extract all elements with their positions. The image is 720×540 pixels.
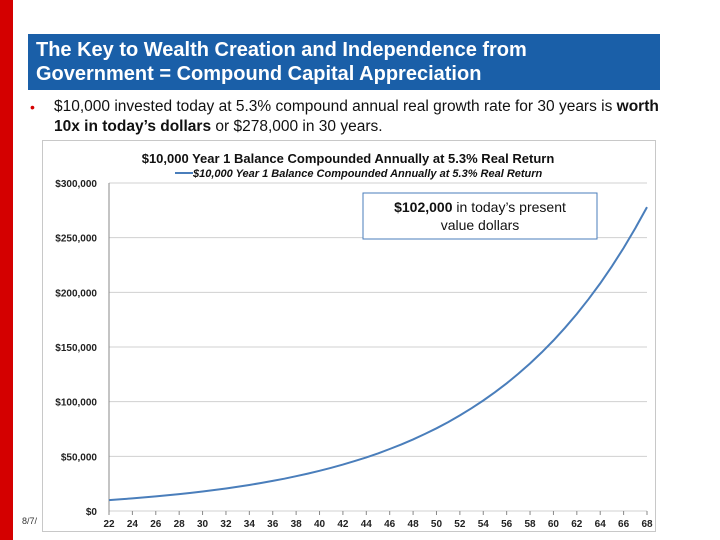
x-tick-label: 40 [314,519,326,530]
bullet-text: $10,000 invested today at 5.3% compound … [54,97,680,137]
x-tick-label: 62 [571,519,583,530]
annotation-text: in today’s present [453,199,566,215]
y-tick-label: $50,000 [61,452,98,463]
x-tick-label: 42 [337,519,349,530]
y-tick-label: $0 [86,507,98,518]
x-tick-label: 46 [384,519,396,530]
x-tick-label: 36 [267,519,279,530]
series-line [108,206,648,502]
title-line-1: The Key to Wealth Creation and Independe… [36,39,527,61]
x-tick-label: 32 [220,519,232,530]
x-tick-label: 66 [618,519,630,530]
bullet-text-bold: worth 10x in today’s dollars [54,98,659,135]
x-tick-label: 30 [197,519,209,530]
chart-title: $10,000 Year 1 Balance Compounded Annual… [142,151,555,166]
x-tick-label: 26 [150,519,162,530]
chart-frame: $10,000 Year 1 Balance Compounded Annual… [42,140,656,532]
title-line-2: Government = Compound Capital Appreciati… [36,63,482,85]
x-tick-label: 24 [127,519,139,530]
legend-label: $10,000 Year 1 Balance Compounded Annual… [192,168,543,180]
x-tick-label: 58 [524,519,536,530]
x-tick-label: 48 [408,519,420,530]
x-tick-label: 38 [291,519,303,530]
bullet-text-part2: or $278,000 in 30 years. [211,118,383,135]
compound-growth-chart: $10,000 Year 1 Balance Compounded Annual… [55,151,653,530]
x-tick-label: 68 [641,519,653,530]
x-tick-label: 52 [454,519,466,530]
accent-red-bar [0,0,13,540]
y-tick-label: $250,000 [55,234,97,245]
annotation-box [362,192,598,240]
x-tick-label: 22 [103,519,115,530]
annotation-line-2: value dollars [441,217,520,233]
x-tick-label: 64 [595,519,607,530]
x-tick-label: 28 [174,519,186,530]
bullet-dot-icon: • [30,99,35,115]
x-tick-label: 60 [548,519,560,530]
annotation-bold-value: $102,000 [394,199,453,215]
slide-title: The Key to Wealth Creation and Independe… [28,34,660,90]
x-tick-label: 44 [361,519,373,530]
y-tick-label: $300,000 [55,179,97,190]
y-tick-label: $200,000 [55,288,97,299]
x-tick-label: 54 [478,519,490,530]
footer-date: 8/7/ [22,516,38,526]
x-tick-label: 56 [501,519,513,530]
bullet-point: • $10,000 invested today at 5.3% compoun… [30,97,680,137]
y-tick-label: $100,000 [55,398,97,409]
x-tick-label: 34 [244,519,256,530]
x-tick-label: 50 [431,519,443,530]
bullet-text-part1: $10,000 invested today at 5.3% compound … [54,98,617,115]
y-tick-label: $150,000 [55,343,97,354]
annotation-line-1: $102,000 in today’s present [394,199,566,215]
